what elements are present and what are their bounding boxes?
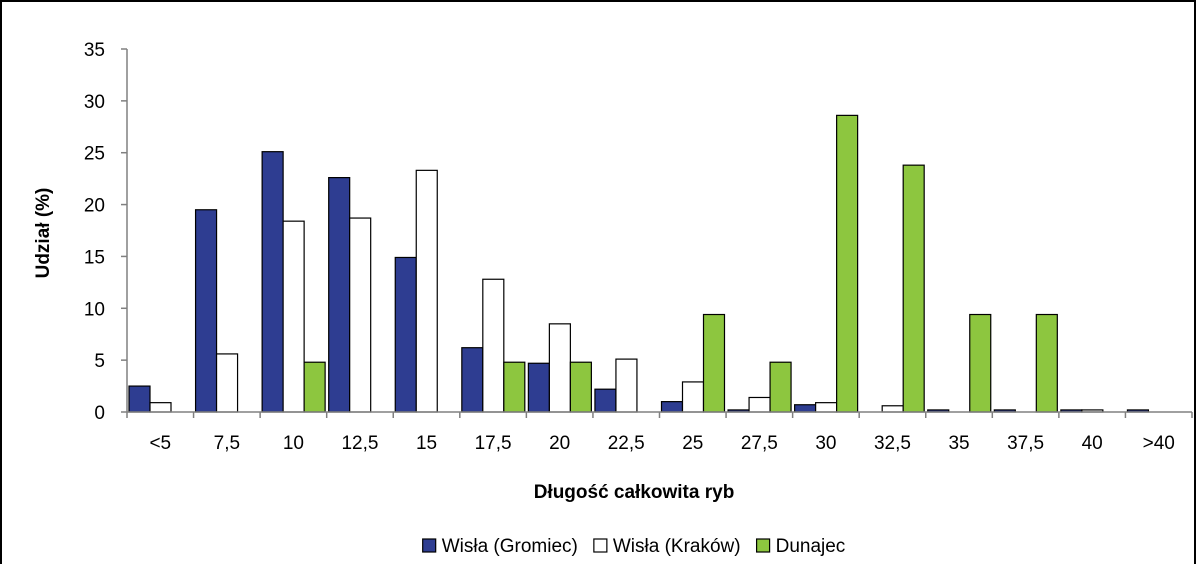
bars-layer [128,114,1150,413]
bar-series-2-cat-11 [815,402,838,413]
x-tick-label: 27,5 [741,433,778,454]
x-tick-label: 35 [948,433,969,454]
x-tick-label: >40 [1143,433,1175,454]
x-tick-label: 17,5 [475,433,512,454]
x-tick-label: <5 [149,433,171,454]
bar-series-3-cat-6 [503,361,526,413]
y-tick-label: 15 [84,247,105,268]
x-tick-label: 37,5 [1007,433,1044,454]
bar-series-2-cat-6 [482,278,505,413]
bar-series-2-cat-2 [215,353,239,413]
y-tick-label: 0 [94,403,105,424]
bar-series-3-cat-7 [569,361,592,413]
bar-series-2-cat-5 [415,169,438,413]
bar-series-3-cat-10 [769,361,792,413]
bar-series-1-cat-1 [128,385,151,413]
bar-series-2-cat-7 [548,323,571,413]
bar-series-1-cat-7 [527,362,550,413]
bar-series-2-cat-1 [149,402,172,413]
bar-series-2-cat-3 [282,220,305,413]
bar-series-1-cat-9 [660,401,684,413]
bar-series-2-cat-8 [615,358,638,413]
bar-series-1-cat-8 [594,388,617,413]
y-tick-label: 20 [84,196,105,217]
x-tick-label: 30 [815,433,836,454]
x-tick-label: 15 [416,433,437,454]
bar-series-2-cat-4 [349,217,372,413]
legend: Wisła (Gromiec) Wisła (Kraków) Dunajec [422,536,846,557]
x-tick-label: 25 [682,433,703,454]
x-axis-title: Długość całkowita ryb [534,482,735,503]
bar-series-1-cat-4 [328,177,351,413]
bar-series-2-cat-9 [681,381,705,413]
x-tick-label: 7,5 [214,433,240,454]
x-tick-label: 10 [283,433,304,454]
legend-label-1: Wisła (Gromiec) [442,536,578,557]
y-tick-label: 35 [84,40,105,61]
axis-layer: 0 5 10 15 20 25 30 35 <5 7,5 10 12,5 15 17,5 20 22,5 25 2… [84,40,1193,454]
x-tick-label: 20 [549,433,570,454]
legend-swatch-1 [422,538,437,553]
y-tick-label: 25 [84,144,105,165]
bar-series-1-cat-2 [194,209,218,413]
legend-label-2: Wisła (Kraków) [613,536,741,557]
legend-label-3: Dunajec [776,536,846,557]
bar-series-1-cat-3 [261,151,284,413]
bar-series-1-cat-5 [394,256,417,413]
bar-series-2-cat-12 [881,405,904,413]
bar-series-1-cat-6 [461,347,484,413]
y-tick-label: 5 [94,351,105,372]
bar-series-3-cat-13 [969,313,992,413]
bar-series-3-cat-3 [303,361,326,413]
legend-swatch-3 [755,538,771,553]
bar-series-2-cat-10 [748,396,771,413]
bar-series-3-cat-9 [702,313,726,413]
x-tick-label: 12,5 [341,433,378,454]
bar-series-3-cat-12 [902,164,925,413]
bar-series-3-cat-11 [836,114,859,413]
bar-series-1-cat-11 [794,404,817,413]
bar-series-3-cat-14 [1035,313,1058,413]
y-tick-label: 30 [84,92,105,113]
x-tick-label: 32,5 [874,433,911,454]
legend-swatch-2 [593,538,608,553]
x-tick-label: 40 [1082,433,1103,454]
y-tick-label: 10 [84,299,105,320]
y-axis-title: Udział (%) [33,188,54,279]
x-tick-label: 22,5 [608,433,645,454]
